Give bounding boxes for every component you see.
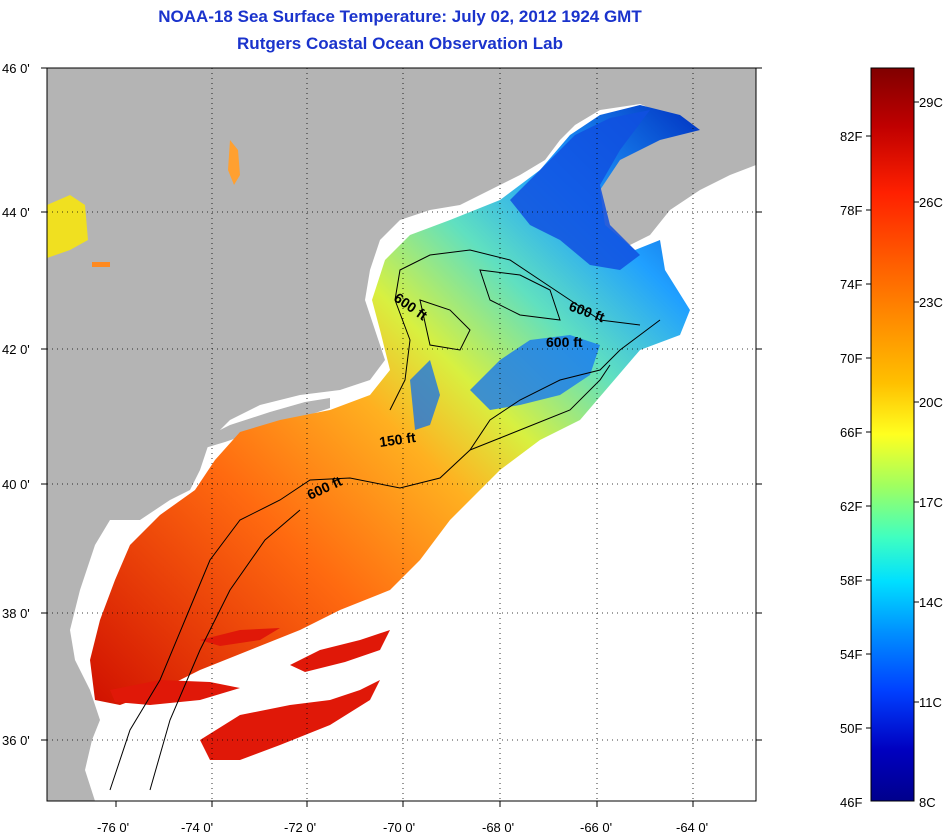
f-label: 62F [840,499,862,514]
lon-label: -64 0' [676,820,708,835]
c-label: 20C [919,395,943,410]
lon-label: -76 0' [97,820,129,835]
latitude-labels: 46 0' 44 0' 42 0' 40 0' 38 0' 36 0' [2,61,30,748]
f-label: 74F [840,277,862,292]
lon-label: -72 0' [284,820,316,835]
cold-water-patch [510,110,650,270]
contour-label: 600 ft [546,334,583,350]
warm-patch-2 [290,630,390,672]
warm-patch-3 [200,628,280,646]
c-label: 8C [919,795,936,810]
contour-label: 150 ft [378,429,417,450]
c-label: 14C [919,595,943,610]
celsius-labels: 29C 26C 23C 20C 17C 14C 11C 8C [919,95,943,810]
colorbar-ticks [866,101,919,729]
f-label: 66F [840,425,862,440]
longitude-labels: -76 0' -74 0' -72 0' -70 0' -68 0' -66 0… [97,820,708,835]
land-mass [47,68,756,801]
cape-cod-cold [410,360,440,430]
graticule [47,68,756,801]
lake-patch [92,262,110,267]
f-label: 58F [840,573,862,588]
georges-bank-cold [470,335,600,410]
lake-ontario-warm [47,195,88,258]
lat-label: 36 0' [2,733,30,748]
f-label: 46F [840,795,862,810]
f-label: 70F [840,351,862,366]
warm-patch-4 [110,680,240,705]
colorbar [870,67,915,802]
lon-label: -68 0' [482,820,514,835]
f-label: 50F [840,721,862,736]
warm-patch-1 [200,680,380,760]
c-label: 29C [919,95,943,110]
f-label: 54F [840,647,862,662]
long-island [200,398,330,448]
lat-label: 44 0' [2,205,30,220]
fahrenheit-labels: 82F 78F 74F 70F 66F 62F 58F 54F 50F 46F [840,129,862,810]
c-label: 26C [919,195,943,210]
lon-label: -74 0' [181,820,213,835]
map-title: NOAA-18 Sea Surface Temperature: July 02… [158,7,642,26]
map-border [46,67,757,802]
f-label: 82F [840,129,862,144]
lat-label: 42 0' [2,342,30,357]
bathymetry-contours [109,249,661,791]
lon-label: -70 0' [383,820,415,835]
lat-label: 38 0' [2,606,30,621]
lat-label: 40 0' [2,477,30,492]
map-subtitle: Rutgers Coastal Ocean Observation Lab [237,34,563,53]
c-label: 11C [919,695,942,710]
lake-champlain-warm [228,140,240,185]
axis-ticks [41,67,762,807]
lat-label: 46 0' [2,61,30,76]
c-label: 17C [919,495,943,510]
lon-label: -66 0' [580,820,612,835]
f-label: 78F [840,203,862,218]
c-label: 23C [919,295,943,310]
sst-field [90,105,700,705]
